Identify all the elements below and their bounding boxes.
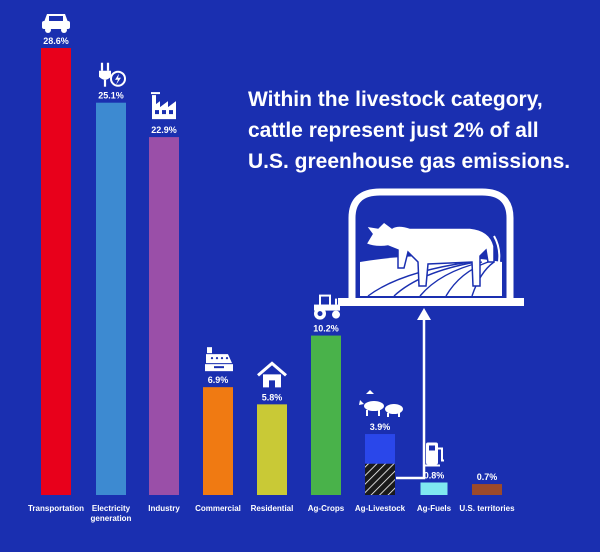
category-label-commercial: Commercial	[195, 504, 241, 513]
bolt-ring	[110, 70, 126, 87]
register-display	[207, 347, 212, 354]
register-handle	[214, 366, 224, 369]
tractor-icon	[314, 294, 340, 320]
category-label-ag-crops: Ag-Crops	[308, 504, 345, 513]
field-furrow	[445, 261, 489, 297]
tractor-cab	[319, 294, 331, 307]
category-label-ag-livestock: Ag-Livestock	[355, 504, 406, 513]
bar-cattle-share	[365, 463, 395, 495]
value-label-u-s-territories: 0.7%	[477, 472, 498, 482]
bar-industry	[149, 137, 179, 496]
bar-ag-fuels	[420, 482, 448, 495]
field-furrow	[471, 261, 495, 297]
car-body	[42, 21, 70, 29]
bar-ag-crops	[311, 335, 341, 495]
barn-floor	[338, 298, 524, 306]
value-label-commercial: 6.9%	[208, 375, 229, 385]
register-key	[215, 357, 219, 360]
field-furrow	[367, 261, 471, 297]
house-roof	[257, 361, 287, 377]
cash-register-icon	[205, 347, 233, 372]
category-label-electricity-generation: generation	[91, 514, 132, 523]
car-window	[49, 16, 63, 21]
cow-silhouette	[364, 221, 495, 287]
factory-window	[155, 110, 159, 115]
value-label-industry: 22.9%	[151, 125, 177, 135]
tractor-hub	[317, 311, 323, 317]
cow-legs	[366, 410, 380, 417]
bolt	[115, 73, 121, 85]
callout-line-1: Within the livestock category,	[248, 88, 543, 111]
pump-display	[429, 445, 435, 451]
callout-headline: Within the livestock category, cattle re…	[248, 84, 593, 177]
category-label-u-s-territories: U.S. territories	[459, 504, 515, 513]
value-label-electricity-generation: 25.1%	[98, 91, 124, 101]
bar-u-s-territories	[472, 484, 502, 495]
fuel-pump-icon	[424, 442, 444, 467]
register-key	[210, 357, 214, 360]
power-plug-icon	[99, 62, 126, 87]
pump-base	[424, 464, 440, 467]
cow-pig-icon	[359, 390, 403, 418]
callout-arrow-head	[417, 308, 431, 320]
callout-line-3: U.S. greenhouse gas emissions.	[248, 150, 571, 173]
value-label-residential: 5.8%	[262, 392, 283, 402]
pig-legs	[387, 413, 400, 418]
register-keys	[206, 354, 232, 364]
pig-body	[385, 404, 403, 415]
factory-chimney	[152, 95, 156, 108]
category-label-transportation: Transportation	[28, 504, 84, 513]
factory-icon	[151, 92, 176, 120]
register-key	[220, 357, 224, 360]
factory-window	[169, 110, 173, 115]
factory-window	[162, 110, 166, 115]
bar-transportation	[41, 48, 71, 495]
value-label-ag-crops: 10.2%	[313, 324, 339, 334]
category-label-electricity-generation: Electricity	[92, 504, 131, 513]
bar-electricity-generation	[96, 102, 126, 496]
barn-frame	[348, 188, 514, 300]
car-wheel-left	[45, 27, 51, 33]
value-label-ag-fuels: 0.8%	[424, 470, 445, 480]
house-body	[263, 374, 281, 388]
house-icon	[257, 361, 287, 388]
callout-arrow-line	[396, 318, 426, 480]
pump-hose	[438, 447, 444, 462]
cow-body	[364, 401, 384, 412]
bird	[366, 390, 374, 395]
category-label-residential: Residential	[251, 504, 294, 513]
plug-body	[99, 70, 111, 80]
car-icon	[42, 14, 70, 33]
cow-tail	[493, 235, 501, 269]
car-wheel-right	[61, 27, 67, 33]
category-label-industry: Industry	[148, 504, 180, 513]
category-label-ag-fuels: Ag-Fuels	[417, 504, 452, 513]
value-label-ag-livestock: 3.9%	[370, 422, 391, 432]
tractor-front-wheel	[332, 310, 340, 319]
tractor-body	[314, 304, 340, 311]
tractor-exhaust	[335, 298, 337, 305]
cow-head	[359, 400, 364, 406]
bar-residential	[257, 404, 287, 495]
register-key	[225, 357, 229, 360]
bar-commercial	[203, 387, 233, 495]
callout-line-2: cattle represent just 2% of all	[248, 119, 539, 142]
value-label-transportation: 28.6%	[43, 36, 69, 46]
cow-barn-icon	[338, 188, 524, 306]
plug-prongs	[100, 62, 110, 71]
